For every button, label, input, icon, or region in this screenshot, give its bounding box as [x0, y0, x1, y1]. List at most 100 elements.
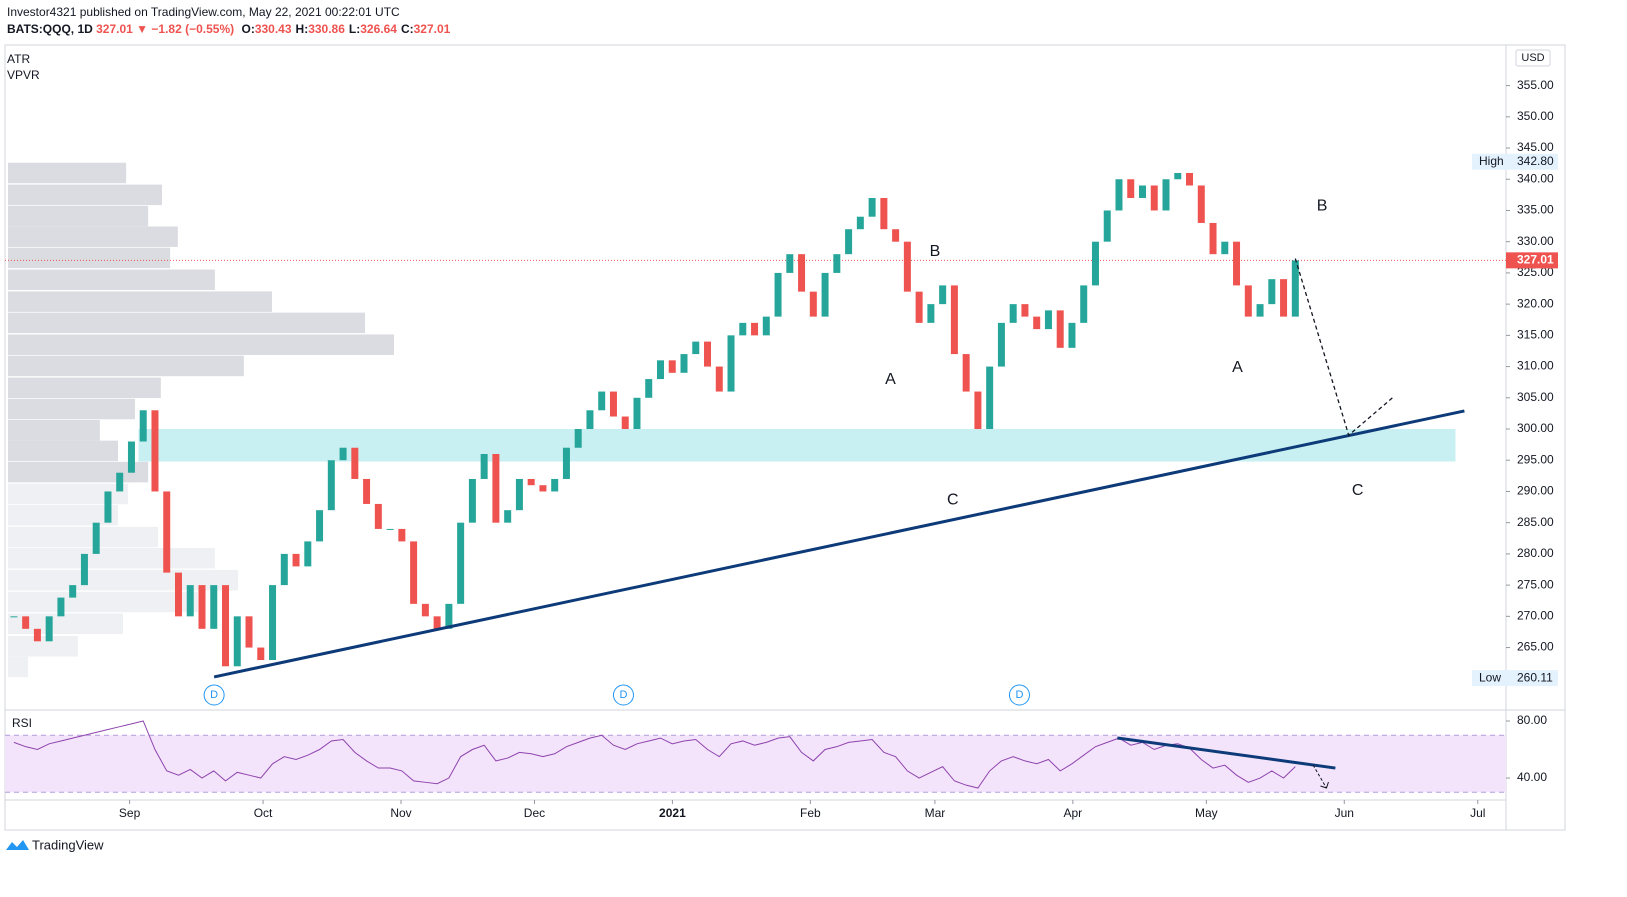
- y-tick-label: 270.00: [1517, 609, 1554, 623]
- x-tick-label: Feb: [800, 806, 821, 820]
- dividend-label: D: [619, 689, 627, 701]
- x-tick-label: 2021: [659, 806, 686, 820]
- candle-body: [468, 478, 476, 523]
- candle-body: [727, 335, 735, 392]
- dividend-marker: [203, 684, 225, 706]
- arrow: ▼: [136, 22, 149, 36]
- last-price: 327.01: [96, 22, 133, 36]
- projection: [1294, 258, 1394, 437]
- ohlc-value: 327.01: [413, 22, 451, 36]
- dividend-marker: [1008, 684, 1030, 706]
- candle-body: [915, 291, 923, 323]
- volume-profile-bar: [8, 269, 215, 291]
- candle-body: [127, 441, 135, 473]
- candle-body: [269, 585, 277, 661]
- candle-body: [1080, 285, 1088, 323]
- candle-body: [139, 410, 147, 442]
- candle-body: [892, 229, 900, 242]
- candle-body: [950, 285, 958, 355]
- ohlc-value: 330.86: [308, 22, 345, 36]
- candle-body: [880, 197, 888, 230]
- volume-profile-bar: [8, 398, 135, 420]
- volume-profile-bar: [8, 461, 149, 483]
- tag-bg: [1472, 153, 1558, 170]
- x-tick-label: Dec: [524, 806, 545, 820]
- candle-body: [174, 572, 182, 617]
- y-tick-label: 320.00: [1517, 296, 1554, 310]
- support-zone: [138, 429, 1456, 462]
- volume-profile-bar: [8, 334, 394, 355]
- candle-body: [1021, 304, 1029, 317]
- candle-body: [1174, 173, 1182, 180]
- candle-body: [1280, 279, 1288, 317]
- candle-body: [974, 391, 982, 430]
- tag-value: 342.80: [1517, 154, 1554, 168]
- y-tick-label: 295.00: [1517, 452, 1554, 466]
- candle-body: [1091, 241, 1099, 286]
- volume-profile-bar: [8, 377, 161, 399]
- indicator: VPVR: [7, 68, 40, 82]
- candle-body: [374, 503, 382, 529]
- candle-body: [562, 447, 570, 479]
- y-tick-label: 325.00: [1517, 265, 1554, 279]
- logo-icon: [6, 840, 29, 850]
- footer-logo: [6, 840, 29, 850]
- candle-body: [962, 354, 970, 392]
- candle-body: [927, 304, 935, 323]
- candle-body: [1138, 185, 1146, 198]
- candle-body: [821, 272, 829, 317]
- candle-body: [222, 585, 230, 667]
- candle-body: [762, 316, 770, 336]
- candle-body: [480, 453, 488, 479]
- ohlc-label: C:: [400, 22, 414, 36]
- candle-body: [704, 341, 712, 367]
- candle-body: [210, 585, 218, 629]
- y-tick-label: 350.00: [1517, 109, 1554, 123]
- candle-body: [410, 541, 418, 604]
- y-tick-label: 40.00: [1517, 770, 1547, 784]
- candle-body: [339, 447, 347, 461]
- currency-box: [1515, 49, 1551, 67]
- candle-body: [10, 616, 18, 618]
- wave-label: B: [1317, 197, 1328, 214]
- volume-profile-bar: [8, 420, 100, 441]
- volume-profile-bar: [8, 247, 171, 269]
- wave-label: A: [885, 371, 896, 388]
- candle-body: [551, 478, 559, 492]
- candle-body: [809, 291, 817, 317]
- y-tick-label: 315.00: [1517, 328, 1554, 342]
- candle-body: [363, 478, 371, 504]
- x-tick-label: Oct: [254, 806, 273, 820]
- candle-body: [1209, 222, 1217, 255]
- candle-body: [1103, 210, 1111, 242]
- candle-body: [715, 366, 723, 392]
- candle-body: [233, 616, 241, 667]
- x-tick-label: Jun: [1335, 806, 1354, 820]
- candle-body: [1244, 285, 1252, 317]
- volume-profile-bar: [8, 591, 198, 613]
- dividend-marker: [612, 684, 634, 706]
- volume-profile-bar: [8, 636, 78, 657]
- y-tick-label: 285.00: [1517, 515, 1554, 529]
- candle-body: [986, 366, 994, 430]
- candle-body: [1197, 185, 1205, 223]
- candle-body: [504, 510, 512, 523]
- candle-body: [739, 322, 747, 336]
- tag-value: 327.01: [1517, 253, 1554, 267]
- rsi-line: [13, 720, 1296, 789]
- candle-body: [45, 616, 53, 642]
- indicator: ATR: [7, 52, 31, 66]
- candle-body: [997, 322, 1005, 367]
- ohlc: O:330.43 H:330.86 L:326.64 C:327.01: [237, 22, 450, 36]
- candle-body: [1044, 310, 1052, 330]
- volume-profile-bar: [8, 162, 127, 184]
- candle-body: [1162, 179, 1170, 211]
- volume-profile-bar: [8, 291, 273, 312]
- rsi-arrow-head: [1320, 781, 1329, 789]
- candle-body: [527, 478, 535, 486]
- volume-profile-bar: [8, 656, 29, 678]
- volume-profile-bar: [8, 504, 119, 526]
- candle-body: [316, 510, 324, 542]
- candle-body: [798, 254, 806, 292]
